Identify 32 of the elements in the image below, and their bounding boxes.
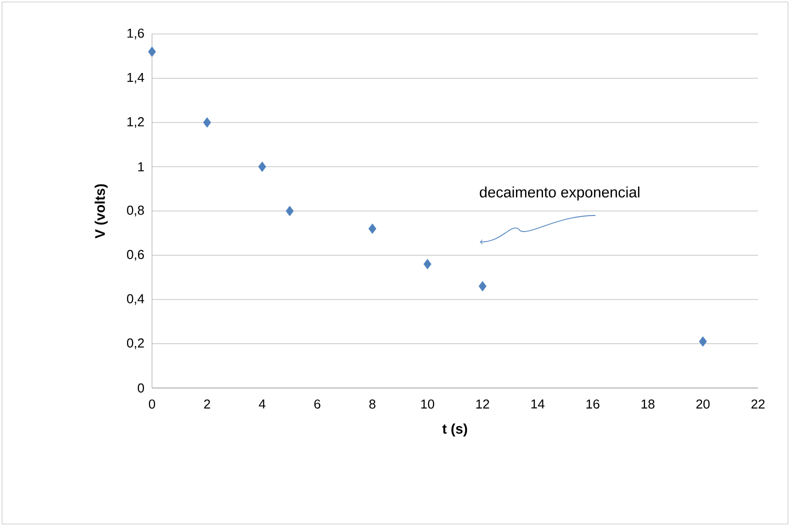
y-tick-label: 0,6 <box>126 250 144 261</box>
x-tick-label: 14 <box>531 399 544 408</box>
x-tick-label: 22 <box>751 399 765 409</box>
x-tick-label: 8 <box>369 399 376 409</box>
y-tick-label: 0,4 <box>126 294 144 305</box>
point <box>424 258 432 270</box>
x-tick-label: 0 <box>148 399 156 409</box>
y-tick-label: 0 <box>138 383 144 393</box>
y-axis-title: V (volts) <box>94 184 108 238</box>
x-tick-label: 16 <box>586 399 600 409</box>
y-tick-label: 1 <box>138 162 144 172</box>
y-tick-label: 1,2 <box>127 117 144 128</box>
y-tick-label: 0,2 <box>126 338 144 350</box>
y-tick-label: 1,4 <box>127 72 144 84</box>
annotation: decaimento exponencial <box>480 186 640 200</box>
y-tick-label: 1,6 <box>127 28 144 40</box>
x-axis-title: t (s) <box>442 423 468 436</box>
x-tick-label: 10 <box>421 399 434 409</box>
point <box>698 336 707 347</box>
x-tick-label: 12 <box>476 399 490 409</box>
x-tick-label: 6 <box>314 399 320 409</box>
point <box>368 224 376 234</box>
point <box>203 117 212 128</box>
x-tick-label: 2 <box>204 399 210 409</box>
point <box>148 46 156 57</box>
x-tick-label: 4 <box>258 399 266 408</box>
point <box>258 162 266 172</box>
point <box>478 281 486 292</box>
x-tick-label: 18 <box>642 399 654 409</box>
point <box>286 206 294 216</box>
y-tick-label: 0,8 <box>126 206 144 216</box>
x-tick-label: 20 <box>696 399 710 409</box>
